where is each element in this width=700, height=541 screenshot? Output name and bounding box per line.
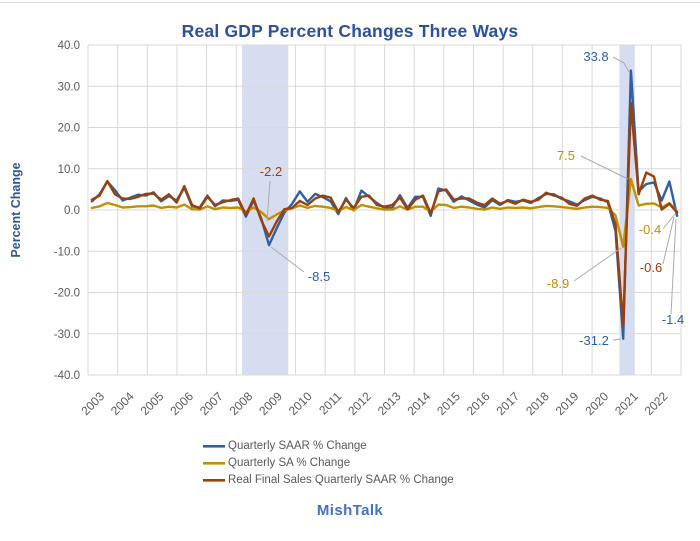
page-top-divider [0,2,700,3]
y-tick-label: -40.0 [54,370,80,382]
y-tick-label: 40.0 [58,40,80,52]
y-tick-label: 20.0 [58,123,80,135]
x-tick-label: 2016 [464,389,493,418]
x-axis-tick-labels: 2003 2004 2005 2006 2007 2008 2009 2010 2011 2012… [78,389,670,418]
y-tick-label: 10.0 [58,164,80,176]
legend-label-real-final-sales: Real Final Sales Quarterly SAAR % Change [228,473,454,486]
series-line [90,177,679,248]
legend-swatch-real-final-sales [203,478,225,482]
x-tick-label: 2010 [286,389,315,418]
legend-swatch-sa [203,461,225,465]
x-tick-label: 2003 [78,389,107,418]
legend-item-saar: Quarterly SAAR % Change [203,437,454,454]
chart-title: Real GDP Percent Changes Three Ways [181,21,519,41]
source-watermark: MishTalk [316,502,384,519]
annotation-leader [573,247,622,282]
y-tick-label: 0.0 [64,205,80,217]
annotation-value: -8.9 [547,276,569,291]
annotation-value: -1.4 [662,312,684,327]
x-tick-label: 2004 [108,389,137,418]
annotation-value: -2.2 [260,164,282,179]
annotation-value: -0.6 [640,260,662,275]
annotation-value: -0.4 [639,222,661,237]
x-tick-label: 2014 [404,389,433,418]
x-tick-label: 2018 [523,389,552,418]
legend-swatch-saar [203,444,225,448]
legend: Quarterly SAAR % Change Quarterly SA % C… [203,437,454,488]
y-tick-label: -10.0 [54,246,80,258]
x-tick-label: 2007 [197,389,226,418]
annotation-value: 33.8 [583,49,608,64]
legend-item-real-final-sales: Real Final Sales Quarterly SAAR % Change [203,471,454,488]
legend-item-sa: Quarterly SA % Change [203,454,454,471]
x-tick-label: 2021 [612,389,641,418]
annotation-leader [580,155,629,180]
annotation-leader [266,180,271,222]
x-tick-label: 2017 [493,389,522,418]
x-tick-label: 2012 [345,389,374,418]
x-tick-label: 2009 [256,389,285,418]
x-tick-label: 2020 [582,389,611,418]
annotation-leader [662,216,675,265]
y-axis-tick-labels: 40.0 30.0 20.0 10.0 0.0 -10.0 -20.0 -30.0 -40.0 [54,40,80,382]
annotation-value: -8.5 [308,269,330,284]
y-axis-title: Percent Change [9,162,23,257]
y-tick-label: -20.0 [54,288,80,300]
annotation-leader [612,56,630,73]
x-tick-label: 2013 [375,389,404,418]
x-tick-label: 2019 [553,389,582,418]
x-tick-label: 2015 [434,389,463,418]
annotation-leader [662,213,676,230]
x-tick-label: 2005 [138,389,167,418]
x-tick-label: 2006 [167,389,196,418]
legend-label-sa: Quarterly SA % Change [228,456,351,469]
annotation-value: -31.2 [579,333,609,348]
series-lines [90,69,679,340]
x-tick-label: 2022 [642,389,671,418]
annotation-leader [612,338,622,341]
y-tick-label: 30.0 [58,81,80,93]
y-tick-label: -30.0 [54,329,80,341]
x-tick-label: 2008 [227,389,256,418]
x-tick-label: 2011 [316,389,344,417]
annotation-leader [270,246,305,273]
annotation-leader [670,218,677,315]
annotation-value: 7.5 [557,148,575,163]
annotations: -2.2 -8.5 33.8 7.5 -8.9 -31.2 -0.4 -0.6 -1.4 [260,49,684,348]
series-line [90,102,679,328]
legend-label-saar: Quarterly SAAR % Change [228,439,367,452]
